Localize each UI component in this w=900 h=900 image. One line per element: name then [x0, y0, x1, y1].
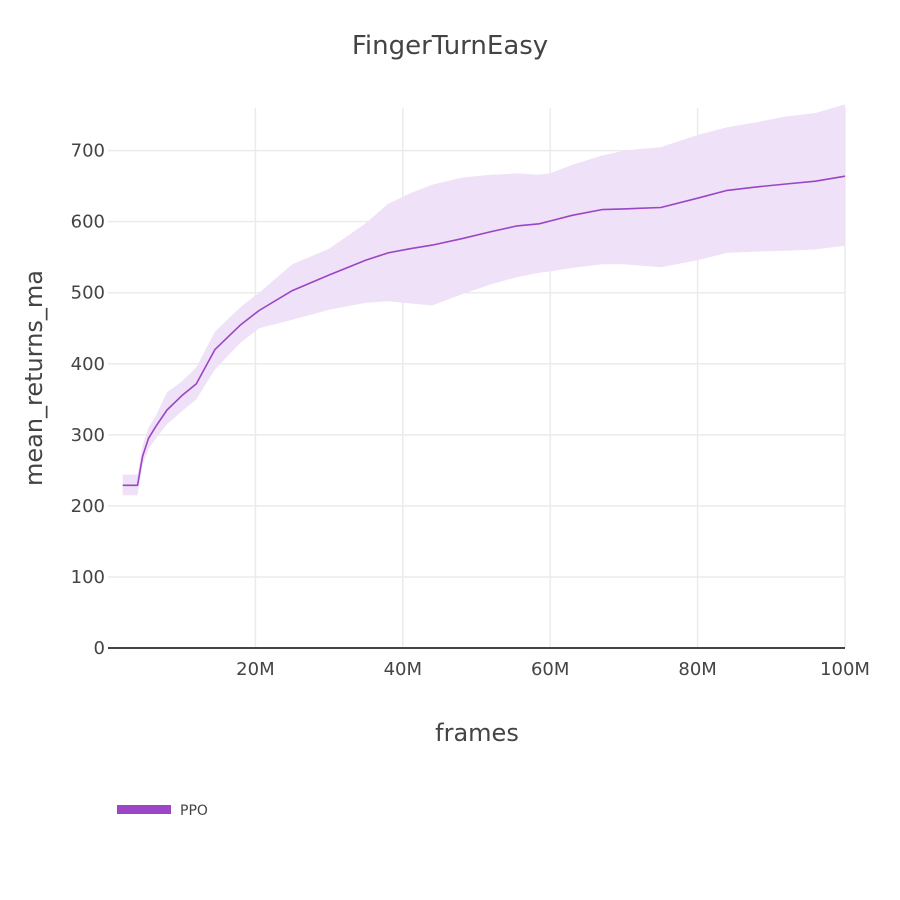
y-axis-title: mean_returns_ma — [20, 270, 48, 486]
y-tick-label: 600 — [71, 212, 105, 233]
y-tick-label: 100 — [71, 567, 105, 588]
y-tick-label: 400 — [71, 354, 105, 375]
legend[interactable]: PPO — [117, 803, 208, 819]
x-tick-label: 40M — [384, 659, 422, 680]
x-tick-label: 100M — [820, 659, 870, 680]
y-tick-label: 300 — [71, 425, 105, 446]
chart-title: FingerTurnEasy — [352, 31, 548, 61]
x-tick-label: 60M — [531, 659, 569, 680]
y-tick-label: 0 — [94, 638, 105, 659]
x-tick-label: 20M — [236, 659, 274, 680]
x-tick-label: 80M — [678, 659, 716, 680]
confidence-band-group — [122, 104, 845, 496]
x-axis-title: frames — [435, 719, 519, 747]
y-tick-label: 500 — [71, 283, 105, 304]
series-line-group — [122, 175, 846, 487]
ppo-mean-line — [122, 175, 846, 487]
ppo-confidence-band — [122, 104, 845, 496]
legend-swatch-ppo — [117, 805, 171, 814]
legend-label-ppo: PPO — [180, 803, 208, 819]
x-tick-labels: 20M 40M 60M 80M 100M — [236, 659, 870, 680]
y-tick-label: 700 — [71, 141, 105, 162]
y-tick-labels: 0 100 200 300 400 500 600 700 — [71, 141, 105, 659]
y-tick-label: 200 — [71, 496, 105, 517]
